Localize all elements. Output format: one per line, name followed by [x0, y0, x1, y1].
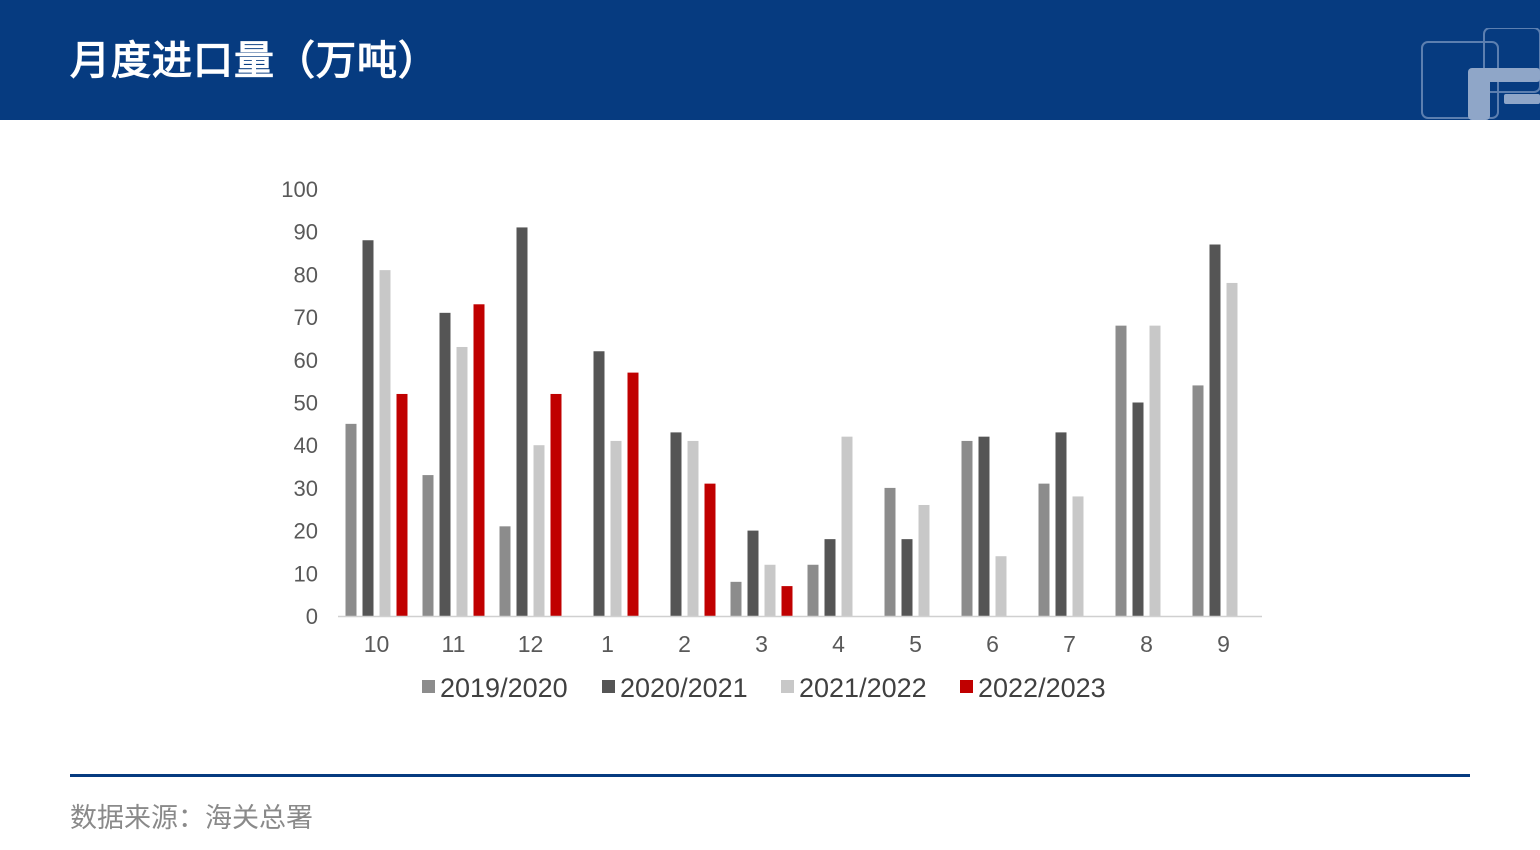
bar-2022-2023-3	[781, 586, 793, 616]
bar-2020-2021-9	[1209, 244, 1221, 616]
bar-2019-2020-4	[807, 564, 819, 616]
bar-2021-2022-6	[995, 556, 1007, 616]
bar-2022-2023-2	[704, 483, 716, 616]
y-tick-label: 20	[294, 519, 318, 544]
legend-label: 2019/2020	[440, 673, 568, 703]
x-tick-label: 3	[755, 631, 768, 657]
bar-2021-2022-3	[764, 564, 776, 616]
footer-divider	[70, 774, 1470, 777]
bar-2021-2022-12	[533, 445, 545, 616]
y-tick-label: 10	[294, 561, 318, 586]
bar-2019-2020-12	[499, 526, 511, 616]
x-tick-label: 7	[1063, 631, 1076, 657]
y-tick-label: 100	[281, 177, 318, 202]
y-tick-label: 70	[294, 305, 318, 330]
legend-swatch	[781, 680, 794, 693]
bar-2021-2022-10	[379, 270, 391, 616]
bar-2021-2022-7	[1072, 496, 1084, 616]
bar-2019-2020-8	[1115, 325, 1127, 616]
x-tick-label: 8	[1140, 631, 1153, 657]
y-tick-label: 30	[294, 476, 318, 501]
data-source-note: 数据来源：海关总署	[70, 803, 313, 834]
bar-2020-2021-4	[824, 539, 836, 616]
bar-2019-2020-5	[884, 487, 896, 616]
bar-2020-2021-12	[516, 227, 528, 616]
bar-2020-2021-6	[978, 436, 990, 616]
bar-2019-2020-3	[730, 581, 742, 616]
x-tick-label: 4	[832, 631, 845, 657]
legend-swatch	[602, 680, 615, 693]
y-tick-label: 0	[306, 604, 318, 629]
x-tick-label: 10	[364, 631, 390, 657]
bar-2021-2022-1	[610, 440, 622, 616]
x-tick-label: 5	[909, 631, 922, 657]
bar-2021-2022-4	[841, 436, 853, 616]
bar-2019-2020-11	[422, 475, 434, 616]
bar-2020-2021-5	[901, 539, 913, 616]
legend-label: 2021/2022	[799, 673, 927, 703]
page-title: 月度进口量（万吨）	[70, 37, 439, 84]
legend-label: 2022/2023	[978, 673, 1106, 703]
x-tick-label: 11	[442, 631, 466, 657]
bar-2019-2020-7	[1038, 483, 1050, 616]
bar-2022-2023-10	[396, 393, 408, 616]
y-tick-label: 40	[294, 433, 318, 458]
x-tick-label: 12	[518, 631, 544, 657]
x-tick-label: 6	[986, 631, 999, 657]
brand-logo-icon	[1421, 28, 1540, 120]
y-tick-label: 60	[294, 348, 318, 373]
bar-2021-2022-2	[687, 440, 699, 616]
legend-swatch	[422, 680, 435, 693]
x-tick-label: 9	[1217, 631, 1230, 657]
bar-2021-2022-5	[918, 504, 930, 616]
legend-label: 2020/2021	[620, 673, 748, 703]
bar-2020-2021-11	[439, 312, 451, 616]
y-tick-label: 50	[294, 391, 318, 416]
bar-2020-2021-7	[1055, 432, 1067, 616]
x-tick-label: 1	[601, 631, 614, 657]
bar-2020-2021-2	[670, 432, 682, 616]
bar-2022-2023-1	[627, 372, 639, 616]
bar-2022-2023-11	[473, 304, 485, 616]
y-tick-label: 90	[294, 220, 318, 245]
bar-2019-2020-9	[1192, 385, 1204, 616]
bar-2019-2020-10	[345, 423, 357, 616]
bar-2020-2021-3	[747, 530, 759, 616]
header-bar: 月度进口量（万吨）	[0, 0, 1540, 120]
bar-2019-2020-6	[961, 440, 973, 616]
bar-2020-2021-1	[593, 351, 605, 616]
bar-2020-2021-8	[1132, 402, 1144, 616]
bar-2021-2022-8	[1149, 325, 1161, 616]
bar-2022-2023-12	[550, 393, 562, 616]
y-tick-label: 80	[294, 262, 318, 287]
bar-2021-2022-11	[456, 346, 468, 616]
legend-swatch	[960, 680, 973, 693]
x-tick-label: 2	[678, 631, 691, 657]
bar-2020-2021-10	[362, 240, 374, 617]
bar-2021-2022-9	[1226, 282, 1238, 616]
